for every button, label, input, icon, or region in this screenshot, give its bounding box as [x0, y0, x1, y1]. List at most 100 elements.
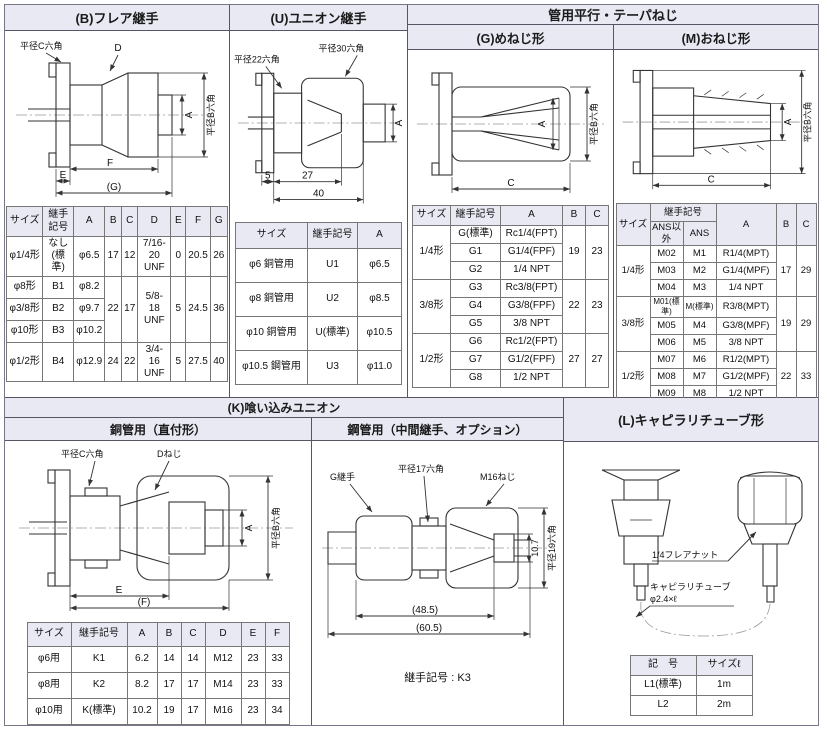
bottom-row: (K)喰い込みユニオン 銅管用（直付形） — [5, 398, 818, 725]
union-spec-table: サイズ 継手記号 A φ6 銅管用 U1 φ6.5 φ8 銅管用 U2 φ8.5 φ10 銅… — [235, 222, 402, 385]
col-header: サイズ — [412, 205, 451, 226]
cell: 3/8 NPT — [500, 315, 563, 334]
catalog-sheet: (B)フレア継手 — [4, 4, 819, 726]
col-header: A — [357, 222, 402, 249]
cell: φ9.7 — [73, 297, 106, 321]
cell: 23 — [240, 698, 266, 725]
cell: φ6.5 — [357, 248, 402, 283]
dim-485-label: (48.5) — [411, 605, 437, 616]
dim-5-label: 5 — [265, 171, 271, 182]
cell: M02 — [649, 245, 684, 264]
cell: M2 — [682, 262, 717, 281]
cell: 19 — [775, 296, 797, 352]
col-header: 記 号 — [629, 655, 697, 676]
union-fitting-drawing: 平径22六角 平径30六角 A 5 27 40 — [234, 42, 405, 204]
col-header: A — [715, 202, 777, 247]
col-header: 継手記号 — [70, 622, 128, 647]
cell: φ10.2 — [73, 319, 106, 343]
table-row: G8 1/2 NPT — [413, 369, 609, 388]
cell: 33 — [264, 646, 290, 673]
table-row: M03 M2 G1/4(MPF) — [616, 262, 816, 281]
cell: M4 — [682, 316, 717, 335]
capillary-drawing: 1/4フレアナット キャピラリチューブ φ2.4×ℓ — [601, 469, 803, 637]
cell: M04 — [649, 279, 684, 298]
table-header-row: 記 号サイズℓ — [629, 655, 753, 676]
table-header-row: サイズ 継手記号 A — [235, 222, 402, 249]
cell: φ6用 — [26, 646, 72, 673]
col-header: E — [170, 206, 187, 237]
cell: M08 — [649, 367, 684, 386]
cell: 1/4形 — [615, 245, 651, 298]
panel-capillary-title: (L)キャピラリチューブ形 — [564, 398, 818, 442]
table-header-row: ANS以外 ANS — [616, 220, 816, 247]
cell: M6 — [682, 350, 717, 369]
cell: G6 — [450, 333, 501, 352]
cell: 14 — [156, 646, 182, 673]
male-spec-table: サイズ 継手記号 A B C ANS以外 ANS 1/4形 M02 M1 R1/4(MPT) 17… — [615, 202, 817, 403]
dim-d-label: D — [114, 43, 121, 54]
cell: G1/4(MPF) — [715, 262, 777, 281]
cell: G8 — [450, 369, 501, 388]
cell: φ10.5 鋼管用 — [235, 350, 308, 385]
cell: 1/2 NPT — [500, 369, 563, 388]
cell: φ6.5 — [73, 236, 106, 277]
cell: 33 — [264, 672, 290, 699]
bite-direct-drawing-area: A 平径B六角 平径C六角 Dねじ E — [5, 441, 311, 617]
cell: φ10用 — [26, 698, 72, 725]
bite-spec-table: サイズ 継手記号 A B C D E F φ6用 K1 6.2 14 14 M12 23 33 φ8用 K2 8… — [26, 622, 290, 725]
cell: 24.5 — [185, 275, 211, 343]
dim-hexc-label: 平径C六角 — [20, 40, 63, 51]
flare-nut-label: 1/4フレアナット — [652, 550, 718, 560]
cell: G1/2(MPF) — [715, 367, 777, 386]
cell: 17 — [180, 698, 206, 725]
cell: G4 — [450, 297, 501, 316]
cell: G1/2(FPF) — [500, 351, 563, 370]
cell: M14 — [204, 672, 242, 699]
table-row: φ10.5 鋼管用 U3 φ11.0 — [235, 350, 402, 385]
table-row: φ6用 K1 6.2 14 14 M12 23 33 — [26, 646, 290, 673]
cell: 17 — [775, 245, 797, 298]
col-header: D — [204, 622, 242, 647]
col-header: サイズ — [615, 202, 651, 247]
cell: M1 — [682, 245, 717, 264]
col-header: サイズ — [26, 622, 72, 647]
cell: なし (標準) — [42, 236, 75, 277]
table-row: M08 M7 G1/2(MPF) — [616, 367, 816, 386]
cell: M(標準) — [682, 296, 717, 318]
cell: 1m — [695, 675, 753, 696]
table-row: G4 G3/8(FPF) — [413, 297, 609, 316]
table-row: φ1/4形 なし (標準) φ6.5 17 12 7/16-20 UNF 0 20.5 26 — [6, 236, 228, 277]
bite-intermediate-drawing-area: G継手 平径17六角 M16ねじ 10.7 平径19六角 — [312, 441, 563, 659]
cell: G3/8(FPF) — [500, 297, 563, 316]
cell: 5 — [170, 341, 187, 383]
col-header: A — [500, 205, 563, 226]
cell: B3 — [42, 319, 75, 343]
dim-f-label: (F) — [138, 597, 151, 608]
cell: B4 — [42, 341, 75, 383]
female-drawing-area: A 平径B六角 C — [408, 50, 613, 200]
cell: U(標準) — [307, 316, 358, 351]
panel-female-title: (G)めねじ形 — [408, 25, 613, 50]
cell: 6.2 — [126, 646, 158, 673]
table-row: G7 G1/2(FPF) — [413, 351, 609, 370]
cell: M7 — [682, 367, 717, 386]
cell: Rc1/2(FPT) — [500, 333, 563, 352]
panel-bite-intermediate-title: 鋼管用（中間継手、オプション） — [312, 418, 563, 441]
cell: U1 — [307, 248, 358, 283]
cell: 1/2形 — [412, 333, 451, 388]
cell: B2 — [42, 297, 75, 321]
cell: 22 — [562, 279, 586, 334]
panel-bite-direct-title: 銅管用（直付形） — [5, 418, 311, 441]
fitting-code-caption: 継手記号 : K3 — [404, 672, 471, 684]
cell: 12 — [121, 236, 139, 277]
section-bite-union-title: (K)喰い込みユニオン — [5, 398, 563, 418]
table-row: 1/2形 M07 M6 R1/2(MPT) 22 33 — [615, 350, 817, 403]
col-header: サイズ — [235, 222, 308, 249]
panel-male-thread: (M)おねじ形 A — [614, 25, 818, 403]
cell: U2 — [307, 282, 358, 317]
dim-hex19-label: 平径19六角 — [546, 524, 557, 570]
dim-a-label: A — [244, 524, 255, 531]
cell: 22 — [121, 341, 139, 383]
capillary-drawing-area: 1/4フレアナット キャピラリチューブ φ2.4×ℓ — [564, 442, 818, 650]
panel-union: (U)ユニオン継手 平径22六角 平径30六角 — [230, 5, 408, 397]
